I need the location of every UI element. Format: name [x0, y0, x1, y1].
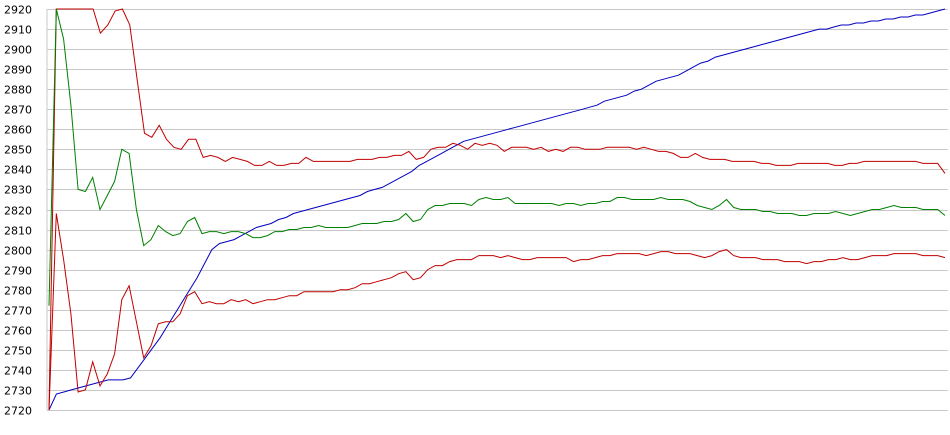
- y-tick-label: 2880: [4, 84, 32, 97]
- y-tick-label: 2790: [4, 265, 32, 278]
- y-tick-label: 2920: [4, 4, 32, 17]
- y-tick-label: 2770: [4, 305, 32, 318]
- y-tick-label: 2900: [4, 44, 32, 57]
- y-tick-label: 2820: [4, 205, 32, 218]
- y-tick-label: 2800: [4, 245, 32, 258]
- series-line-2: [48, 8, 946, 411]
- y-tick-label: 2870: [4, 104, 32, 117]
- y-tick-label: 2810: [4, 225, 32, 238]
- gridlines: [46, 9, 948, 411]
- series-lines: [48, 8, 946, 411]
- y-tick-label: 2780: [4, 285, 32, 298]
- y-tick-label: 2750: [4, 345, 32, 358]
- y-tick-label: 2910: [4, 24, 32, 37]
- y-tick-label: 2830: [4, 184, 32, 197]
- y-tick-label: 2740: [4, 365, 32, 378]
- y-tick-labels: 2920 2910 2900 2890 2880 2870 2860 2850 2840 2830…: [4, 4, 32, 418]
- y-tick-label: 2730: [4, 385, 32, 398]
- y-tick-label: 2840: [4, 164, 32, 177]
- series-line-1: [48, 8, 946, 411]
- y-tick-label: 2760: [4, 325, 32, 338]
- y-tick-label: 2890: [4, 64, 32, 77]
- y-tick-label: 2720: [4, 405, 32, 418]
- y-tick-label: 2860: [4, 124, 32, 137]
- y-tick-label: 2850: [4, 144, 32, 157]
- series-line-3: [48, 8, 946, 306]
- series-line-4: [48, 213, 946, 411]
